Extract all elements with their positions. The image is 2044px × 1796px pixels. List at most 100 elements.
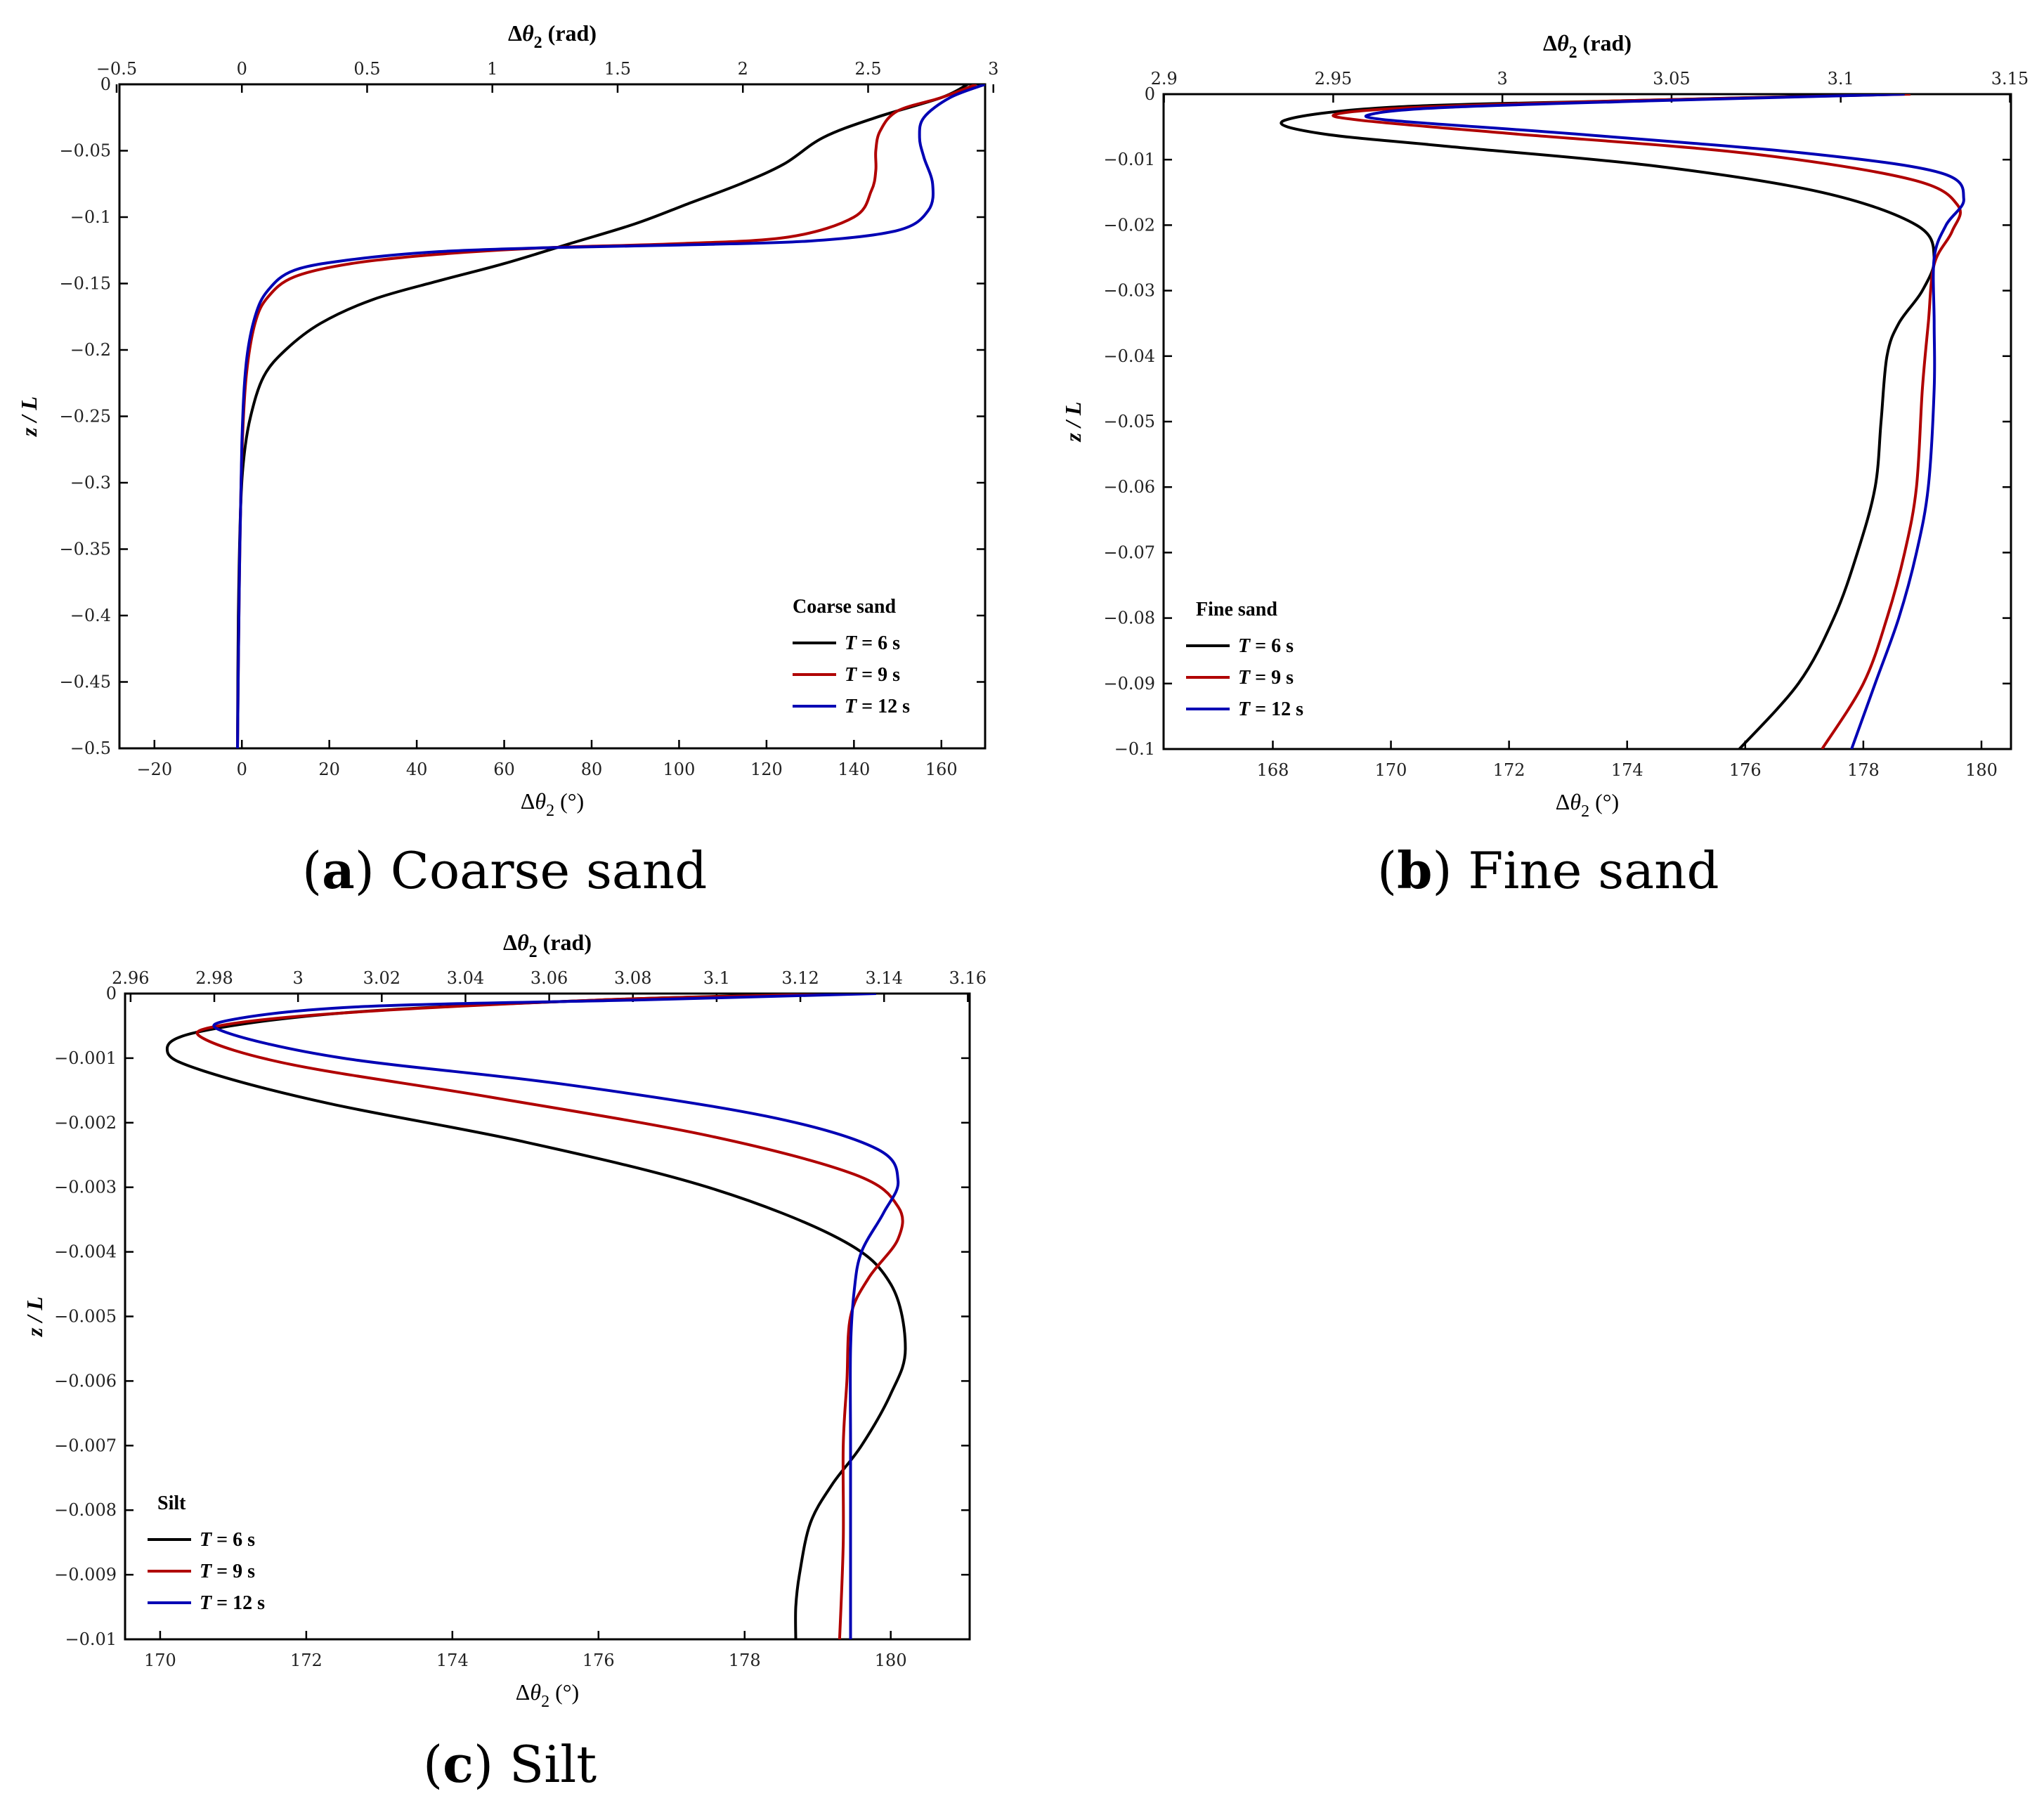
- y-tick-label: −0.006: [54, 1371, 117, 1391]
- x2-tick-label: 1.5: [604, 59, 631, 79]
- x-tick-label: 178: [729, 1651, 761, 1670]
- chart-c: 170 172 174 176 178 180 2.96 2.98 3 3.02 3.04 3.06 3…: [22, 930, 987, 1711]
- legend-label-T6: T = 6 s: [1238, 635, 1294, 657]
- chart-a: −20 0 20 40 60 80 100 120 140 160−0.5 0 0.5 1 1.5 2 2.5…: [16, 20, 998, 820]
- x2-tick-label: 3.05: [1653, 69, 1690, 89]
- x2-axis-label: Δθ2 (rad): [1543, 30, 1632, 62]
- y-tick-label: 0: [100, 74, 111, 94]
- legend-label-T6: T = 6 s: [200, 1529, 255, 1551]
- y-tick-label: −0.009: [54, 1565, 117, 1584]
- x2-tick-label: 2.95: [1315, 69, 1352, 89]
- x-tick-label: 174: [436, 1651, 469, 1670]
- series-line-T12: [236, 84, 985, 748]
- x-tick-label: 0: [237, 760, 247, 779]
- x2-tick-label: 3.16: [949, 968, 987, 988]
- y-tick-label: 0: [106, 984, 117, 1003]
- y-tick-label: −0.08: [1103, 609, 1155, 628]
- x-tick-label: 40: [406, 760, 428, 779]
- y-tick-label: −0.01: [65, 1629, 117, 1649]
- legend: Silt T = 6 s T = 9 s T = 12 s: [148, 1492, 265, 1614]
- y-tick-label: −0.001: [54, 1048, 117, 1068]
- y-axis-label: z / L: [1060, 402, 1086, 443]
- y-tick-label: −0.008: [54, 1500, 117, 1520]
- x2-tick-label: 2.9: [1151, 69, 1178, 89]
- x-tick-label: 100: [663, 760, 696, 779]
- legend-label-T9: T = 9 s: [1238, 667, 1294, 689]
- legend-label-T6: T = 6 s: [845, 632, 900, 654]
- x-tick-label: 174: [1611, 760, 1643, 780]
- y-tick-label: −0.06: [1103, 477, 1155, 497]
- x-tick-label: 140: [838, 760, 870, 779]
- x2-axis-label: Δθ2 (rad): [508, 20, 597, 52]
- x-tick-label: 120: [750, 760, 783, 779]
- y-tick-label: −0.004: [54, 1242, 117, 1262]
- x2-tick-label: 3.1: [1828, 69, 1854, 89]
- y-tick-label: −0.1: [70, 207, 111, 227]
- x2-tick-label: 3.15: [1991, 69, 2029, 89]
- x-tick-label: 180: [1965, 760, 1998, 780]
- x2-tick-label: 3.1: [703, 968, 730, 988]
- y-tick-label: −0.1: [1114, 739, 1155, 759]
- y-tick-label: −0.03: [1103, 281, 1155, 301]
- legend-title: Fine sand: [1196, 599, 1277, 620]
- x-tick-label: 178: [1847, 760, 1880, 780]
- y-tick-label: 0: [1145, 84, 1155, 104]
- legend: Fine sand T = 6 s T = 9 s T = 12 s: [1186, 599, 1303, 720]
- x2-tick-label: 2.96: [112, 968, 149, 988]
- y-tick-label: −0.3: [70, 473, 111, 493]
- y-tick-label: −0.05: [1103, 412, 1155, 431]
- y-tick-label: −0.01: [1103, 150, 1155, 169]
- series-line-T9: [195, 994, 904, 1639]
- x2-tick-label: 3.06: [530, 968, 568, 988]
- y-tick-label: −0.5: [70, 738, 111, 758]
- x-tick-label: 80: [581, 760, 603, 779]
- x-axis-label: Δθ2 (°): [1556, 789, 1619, 821]
- x2-tick-label: 3.02: [363, 968, 401, 988]
- chart-b: 168 170 172 174 176 178 180 2.9 2.95 3 3.05 3.1 3.15…: [1060, 30, 2029, 821]
- series-line-T6: [165, 994, 907, 1639]
- x-tick-label: 176: [1729, 760, 1762, 780]
- x-tick-label: 172: [1493, 760, 1525, 780]
- y-tick-label: −0.002: [54, 1113, 117, 1133]
- x-tick-label: 168: [1257, 760, 1289, 780]
- series-line-T12: [1364, 94, 1965, 749]
- x2-tick-label: 0.5: [353, 59, 380, 79]
- x2-tick-label: 3.08: [614, 968, 651, 988]
- caption-c: (c) Silt: [423, 1734, 597, 1794]
- y-tick-label: −0.4: [70, 606, 111, 625]
- series-line-T9: [1332, 94, 1962, 749]
- y-tick-label: −0.35: [59, 540, 111, 559]
- x2-tick-label: 2.5: [854, 59, 881, 79]
- legend-label-T12: T = 12 s: [845, 696, 910, 717]
- y-tick-label: −0.2: [70, 340, 111, 360]
- x-tick-label: 60: [493, 760, 515, 779]
- x-tick-label: 20: [318, 760, 340, 779]
- legend-label-T9: T = 9 s: [845, 664, 900, 686]
- x2-tick-label: 2.98: [195, 968, 233, 988]
- y-tick-label: −0.003: [54, 1178, 117, 1197]
- x-tick-label: −20: [136, 760, 172, 779]
- y-tick-label: −0.005: [54, 1307, 117, 1327]
- x-tick-label: 170: [1375, 760, 1407, 780]
- x2-tick-label: 3.12: [781, 968, 819, 988]
- legend-label-T12: T = 12 s: [200, 1592, 265, 1614]
- x2-tick-label: 2: [738, 59, 748, 79]
- legend-title: Coarse sand: [793, 596, 896, 618]
- caption-a: (a) Coarse sand: [302, 840, 708, 900]
- x-tick-label: 170: [144, 1651, 176, 1670]
- y-tick-label: −0.25: [59, 407, 111, 427]
- x-tick-label: 180: [875, 1651, 907, 1670]
- y-tick-label: −0.15: [59, 274, 111, 294]
- legend: Coarse sand T = 6 s T = 9 s T = 12 s: [793, 596, 910, 717]
- x-tick-label: 172: [290, 1651, 323, 1670]
- x2-tick-label: 3: [293, 968, 304, 988]
- x2-tick-label: −0.5: [96, 59, 137, 79]
- legend-label-T9: T = 9 s: [200, 1561, 255, 1582]
- series-line-T12: [212, 994, 900, 1639]
- x2-axis-label: Δθ2 (rad): [503, 930, 592, 961]
- y-tick-label: −0.05: [59, 141, 111, 161]
- legend-title: Silt: [157, 1492, 186, 1514]
- x2-tick-label: 3.04: [447, 968, 484, 988]
- x2-tick-label: 3: [988, 59, 998, 79]
